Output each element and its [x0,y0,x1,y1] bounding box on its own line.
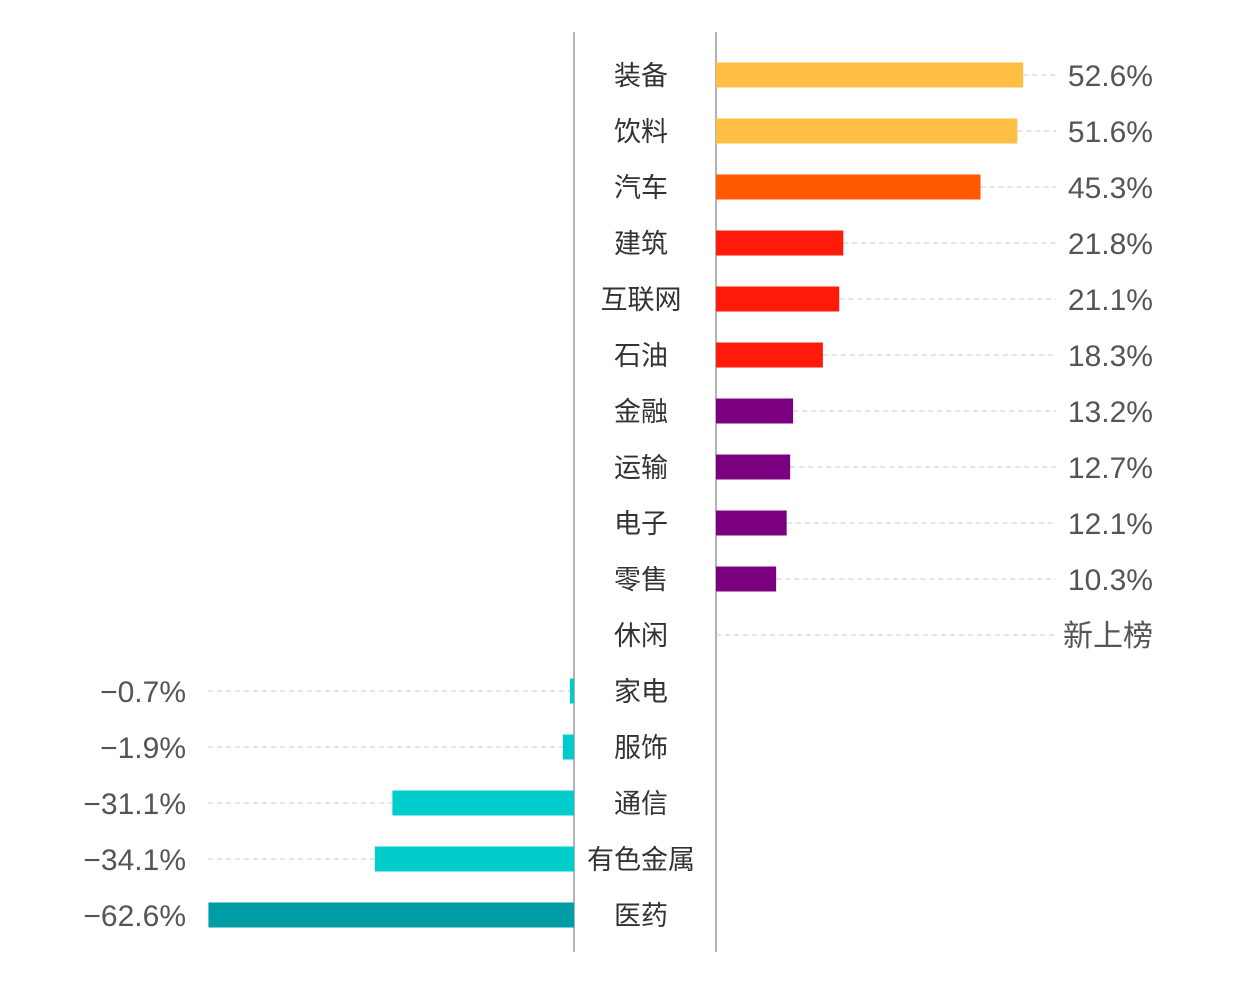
value-label: 13.2% [1068,396,1153,429]
category-label: 通信 [614,789,668,820]
chart-rows: 装备 52.6% 饮料 51.6% 汽车 45.3% 建筑 21.8% 互联网 21.1% 石油 18… [83,60,1153,933]
bar [716,342,823,368]
value-label: 新上榜 [1063,620,1153,653]
category-label: 饮料 [614,117,668,148]
bar [208,902,574,928]
category-label: 休闲 [614,621,668,652]
value-label: 51.6% [1068,116,1153,149]
value-label: −31.1% [83,788,186,821]
category-label: 医药 [614,901,668,932]
category-label: 电子 [614,509,668,540]
bar [716,566,777,592]
category-label: 互联网 [601,285,682,316]
bar [374,846,574,872]
value-label: 21.1% [1068,284,1153,317]
category-label: 建筑 [614,229,668,260]
bar [716,118,1018,144]
value-label: 52.6% [1068,60,1153,93]
category-label: 石油 [614,341,668,372]
category-label: 汽车 [614,173,668,204]
value-label: 21.8% [1068,228,1153,261]
category-label: 服饰 [614,733,668,764]
bar [716,286,840,312]
category-label: 装备 [614,61,668,92]
category-label: 有色金属 [587,845,695,876]
bar [392,790,574,816]
value-label: −34.1% [83,844,186,877]
value-label: 18.3% [1068,340,1153,373]
bar [716,454,791,480]
bar [716,230,844,256]
bar [716,510,787,536]
bar [716,398,794,424]
bar [569,678,574,704]
category-label: 金融 [614,397,668,428]
bar [716,62,1024,88]
category-label: 零售 [614,565,668,596]
bar [562,734,574,760]
bar [716,174,981,200]
category-label: 家电 [614,677,668,708]
category-label: 运输 [614,453,668,484]
value-label: 10.3% [1068,564,1153,597]
value-label: −0.7% [100,676,186,709]
value-label: −1.9% [100,732,186,765]
value-label: −62.6% [83,900,186,933]
value-label: 45.3% [1068,172,1153,205]
value-label: 12.7% [1068,452,1153,485]
value-label: 12.1% [1068,508,1153,541]
